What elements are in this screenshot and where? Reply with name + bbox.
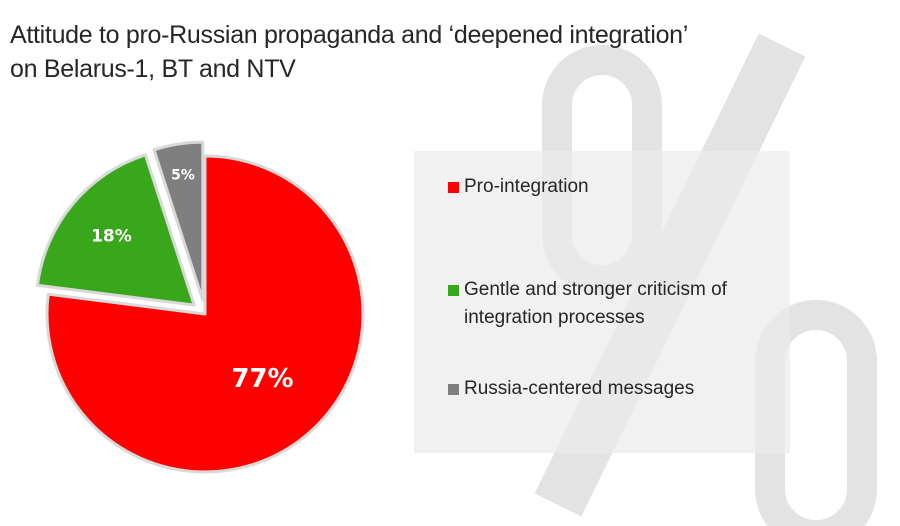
chart-title-line-2: on Belarus-1, BT and NTV <box>10 55 296 83</box>
legend-swatch-pro-integration <box>448 182 459 193</box>
pie-data-label-1: 77% <box>231 364 293 394</box>
legend-item-pro-integration: Pro-integration <box>448 173 589 201</box>
legend-label-pro-integration: Pro-integration <box>464 176 589 197</box>
pie-slice-2 <box>35 153 196 307</box>
legend-item-russia-centered: Russia-centered messages <box>448 375 695 403</box>
legend-label-russia-centered: Russia-centered messages <box>464 378 695 399</box>
legend-panel <box>414 151 790 453</box>
pie-data-label-3: 5% <box>171 167 195 183</box>
legend-item-criticism: Gentle and stronger criticism of integra… <box>448 276 727 332</box>
legend-swatch-criticism <box>448 285 459 296</box>
legend-label-criticism-line-1: Gentle and stronger criticism of <box>464 279 727 300</box>
legend-swatch-russia-centered <box>448 384 459 395</box>
pie-slice-3 <box>152 140 205 302</box>
chart-title: Attitude to pro-Russian propaganda and ‘… <box>10 18 770 86</box>
chart-title-line-1: Attitude to pro-Russian propaganda and ‘… <box>10 21 689 49</box>
legend-label-criticism-line-2: integration processes <box>464 307 645 328</box>
pie-data-label-2: 18% <box>91 227 132 247</box>
pie-chart: 77% 18% 5% <box>35 140 365 474</box>
pie-slice-1 <box>45 154 365 474</box>
